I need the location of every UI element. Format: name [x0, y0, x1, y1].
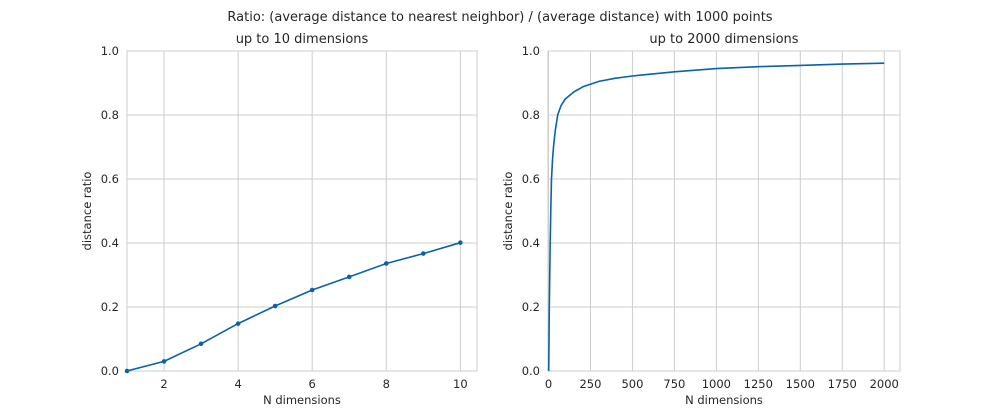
x-tick-label: 1500: [786, 377, 815, 391]
x-tick-label: 1750: [828, 377, 857, 391]
y-tick-label: 0.2: [522, 300, 540, 314]
chart-title: up to 2000 dimensions: [649, 32, 798, 47]
x-axis-label: N dimensions: [263, 393, 341, 407]
x-tick-label: 750: [663, 377, 685, 391]
x-tick-label: 6: [309, 377, 316, 391]
y-tick-label: 0.4: [101, 236, 119, 250]
y-tick-label: 1.0: [101, 44, 119, 58]
right-chart-axes: 0.0 0.2 0.4 0.6 0.8 1.0 0 250 500 750 1000 1250 1500…: [501, 32, 901, 407]
x-tick-label: 500: [621, 377, 643, 391]
data-point: [198, 341, 204, 347]
data-point: [272, 303, 278, 309]
left-chart-axes: 0.0 0.2 0.4 0.6 0.8 1.0 2 4 6 8 10 up to 10 dimensi…: [80, 32, 478, 407]
data-point: [458, 240, 463, 245]
data-point: [309, 287, 315, 293]
y-tick-label: 0.0: [101, 364, 119, 378]
y-tick-label: 1.0: [522, 44, 540, 58]
x-tick-label: 0: [545, 377, 552, 391]
axes-frame: [126, 50, 478, 372]
x-tick-label: 2: [160, 377, 167, 391]
axes-frame: [547, 50, 901, 372]
y-tick-label: 0.6: [101, 172, 119, 186]
x-tick-label: 1250: [744, 377, 773, 391]
y-tick-label: 0.6: [522, 172, 540, 186]
x-tick-label: 4: [234, 377, 241, 391]
x-tick-label: 8: [383, 377, 390, 391]
y-tick-label: 0.8: [522, 108, 540, 122]
x-tick-label: 250: [579, 377, 601, 391]
data-point: [383, 261, 389, 266]
y-tick-label: 0.8: [101, 108, 119, 122]
y-tick-label: 0.0: [522, 364, 540, 378]
x-axis-label: N dimensions: [685, 393, 763, 407]
x-tick-label: 1000: [702, 377, 731, 391]
y-axis-label: distance ratio: [80, 172, 94, 251]
chart-title: up to 10 dimensions: [236, 32, 369, 47]
figure-suptitle: Ratio: (average distance to nearest neig…: [227, 10, 772, 25]
data-point: [346, 274, 352, 280]
y-axis-label: distance ratio: [501, 172, 515, 251]
series-line: [126, 241, 461, 372]
data-point: [420, 251, 426, 256]
y-tick-label: 0.4: [522, 236, 540, 250]
y-tick-label: 0.2: [101, 300, 119, 314]
data-point: [235, 321, 241, 326]
data-point: [124, 368, 130, 374]
data-point: [161, 359, 167, 364]
series-line: [547, 62, 885, 372]
x-tick-label: 2000: [870, 377, 899, 391]
x-tick-label: 10: [453, 377, 468, 391]
